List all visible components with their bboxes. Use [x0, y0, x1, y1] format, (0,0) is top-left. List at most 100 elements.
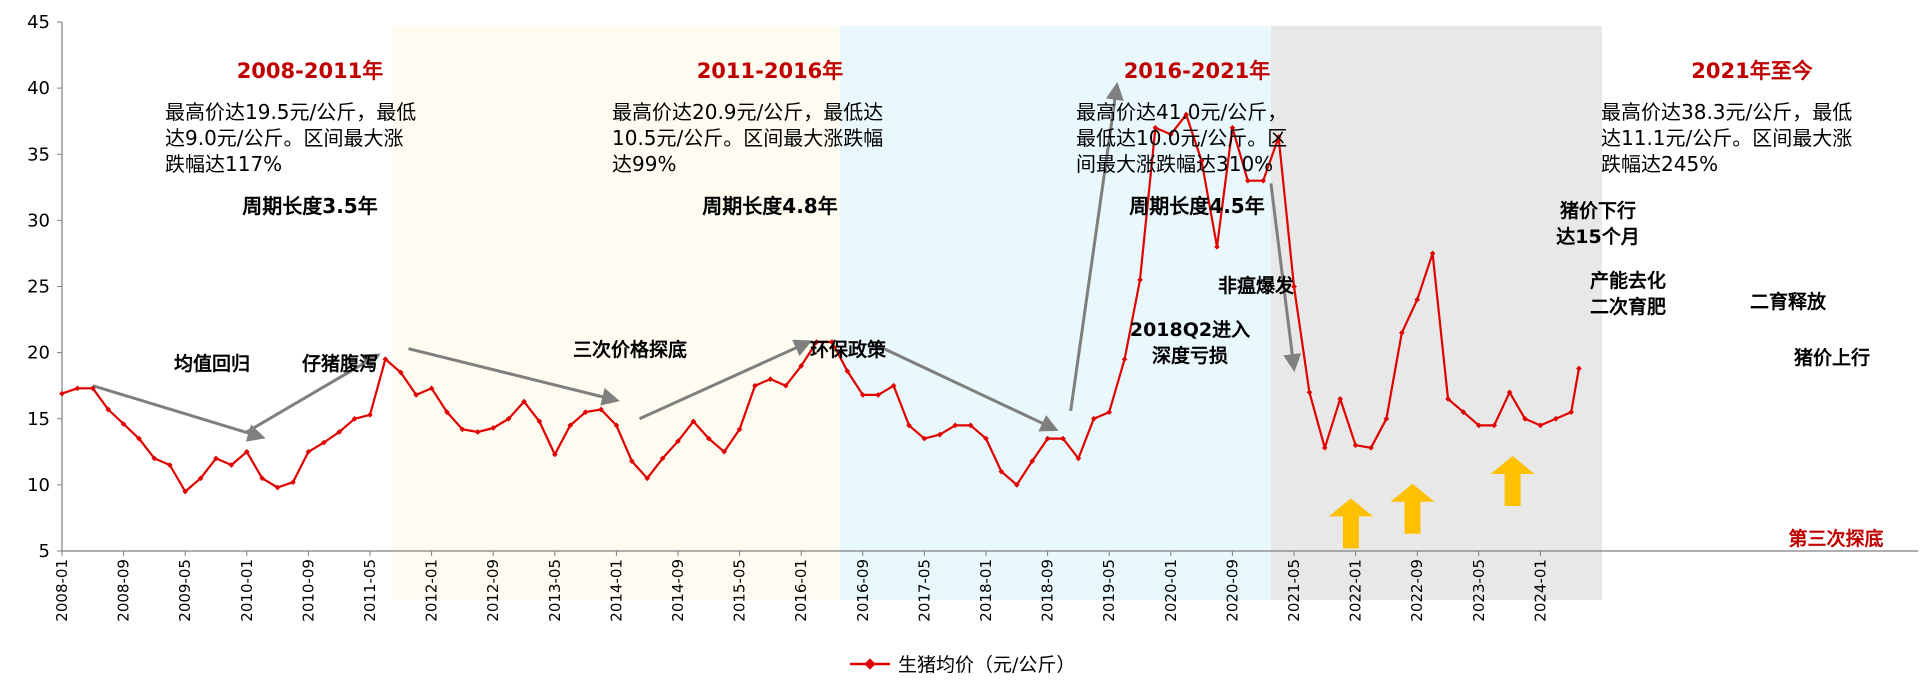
x-tick-label: 2012-09: [484, 559, 502, 622]
x-tick-label: 2019-05: [1100, 559, 1118, 622]
data-point: [351, 415, 358, 422]
data-point: [567, 422, 574, 429]
data-point: [1321, 445, 1328, 451]
annotation-down-line1: 猪价下行: [1559, 199, 1636, 222]
x-tick-label: 2023-05: [1470, 559, 1488, 622]
period-band-2: [393, 26, 840, 600]
data-point: [1491, 422, 1498, 429]
data-point: [798, 363, 805, 369]
data-point: [444, 409, 450, 415]
trend-arrow-mean-reversion: [92, 384, 266, 442]
data-point: [243, 448, 250, 455]
annotation-destock-line1: 产能去化: [1590, 269, 1666, 292]
data-point: [413, 392, 419, 398]
period-title-2: 2011-2016年: [697, 59, 844, 83]
x-tick-label: 2010-01: [238, 559, 256, 622]
data-point: [59, 390, 65, 397]
x-tick-label: 2024-01: [1531, 559, 1549, 622]
data-point: [582, 409, 589, 415]
data-point: [1275, 134, 1282, 140]
data-point: [213, 455, 219, 462]
x-tick-label: 2017-05: [915, 559, 933, 622]
data-point: [967, 422, 974, 429]
x-tick-label: 2010-09: [299, 559, 317, 622]
data-point: [813, 339, 820, 345]
period-desc-3-line-3: 间最大涨跌幅达310%: [1076, 152, 1273, 176]
data-point: [859, 392, 866, 398]
x-tick-label: 2018-01: [977, 559, 995, 622]
data-point: [767, 376, 774, 382]
data-point: [505, 415, 512, 422]
data-point: [120, 421, 127, 427]
data-point: [1121, 356, 1128, 363]
data-point: [474, 429, 481, 435]
legend-label: 生猪均价（元/公斤）: [898, 654, 1075, 676]
y-tick-label: 20: [27, 343, 50, 364]
data-point: [552, 451, 558, 458]
data-point: [89, 385, 96, 392]
x-tick-label: 2011-05: [361, 559, 379, 622]
data-point: [305, 448, 312, 455]
data-point: [1183, 111, 1190, 118]
x-tick-label: 2022-09: [1408, 559, 1426, 622]
annotation-destock-line2: 二次育肥: [1590, 295, 1666, 318]
data-point: [397, 369, 404, 376]
period-cycle-2: 周期长度4.8年: [702, 194, 837, 218]
data-point: [1013, 482, 1020, 488]
data-point: [274, 484, 281, 491]
data-point: [906, 422, 912, 429]
x-tick-label: 2008-09: [115, 559, 133, 622]
period-title-4: 2021年至今: [1691, 59, 1812, 83]
data-point: [321, 439, 327, 446]
y-tick-label: 45: [27, 12, 50, 33]
period-desc-3-line-1: 最高价达41.0元/公斤，: [1076, 100, 1287, 124]
trend-arrows: [92, 81, 1302, 442]
annotation-asf: 非瘟爆发: [1218, 274, 1295, 297]
data-point: [875, 392, 881, 398]
y-tick-label: 30: [27, 210, 50, 231]
data-point: [1306, 389, 1313, 396]
series-hog-price-line: [61, 113, 1580, 493]
data-point: [1568, 409, 1575, 415]
data-point: [74, 385, 81, 392]
annotation-down-line2: 达15个月: [1556, 225, 1639, 248]
data-point: [736, 426, 743, 433]
data-point: [151, 455, 158, 462]
data-point: [998, 468, 1005, 475]
x-tick-label: 2009-05: [176, 559, 194, 622]
x-tick-label: 2013-05: [546, 559, 564, 622]
data-point: [166, 462, 173, 468]
trend-arrow-asf-rally: [1069, 81, 1124, 412]
y-tick-label: 40: [27, 78, 50, 99]
x-tick-label: 2016-09: [854, 559, 872, 622]
data-point: [182, 488, 189, 495]
y-axis-ticks: 45 40 35 30 25 20 15 10 5: [27, 12, 62, 562]
data-point: [1244, 177, 1251, 184]
data-point: [1506, 389, 1513, 396]
trend-arrow-env-policy: [638, 339, 813, 421]
period-desc-4-line-2: 达11.1元/公斤。区间最大涨: [1601, 126, 1852, 150]
period-desc-3-line-2: 最低达10.0元/公斤。区: [1076, 126, 1287, 150]
x-axis-ticks: 2008-01 2008-09 2009-05 2010-01 2010-09 2011-…: [53, 551, 1549, 622]
data-point: [628, 458, 635, 464]
data-point: [829, 339, 835, 345]
y-tick-label: 10: [27, 475, 50, 496]
data-point: [644, 475, 651, 482]
data-point: [1229, 124, 1236, 131]
x-tick-label: 2020-09: [1223, 559, 1241, 622]
annotation-triple-bottom: 三次价格探底: [573, 338, 687, 361]
data-point: [844, 368, 851, 374]
x-tick-label: 2012-01: [423, 559, 441, 622]
bottom-arrow-2: [1390, 483, 1435, 534]
series-line: [59, 111, 1582, 495]
period-cycle-1: 周期长度3.5年: [242, 194, 377, 218]
data-point: [536, 418, 543, 425]
data-point: [1291, 283, 1297, 290]
data-point: [1414, 296, 1421, 303]
annotation-third-bottom: 第三次探底: [1788, 527, 1883, 550]
period-desc-2-line-3: 达99%: [612, 152, 676, 176]
x-tick-label: 2014-01: [607, 559, 625, 622]
period-desc-1-line-1: 最高价达19.5元/公斤，最低: [165, 100, 416, 124]
data-point: [690, 418, 697, 425]
